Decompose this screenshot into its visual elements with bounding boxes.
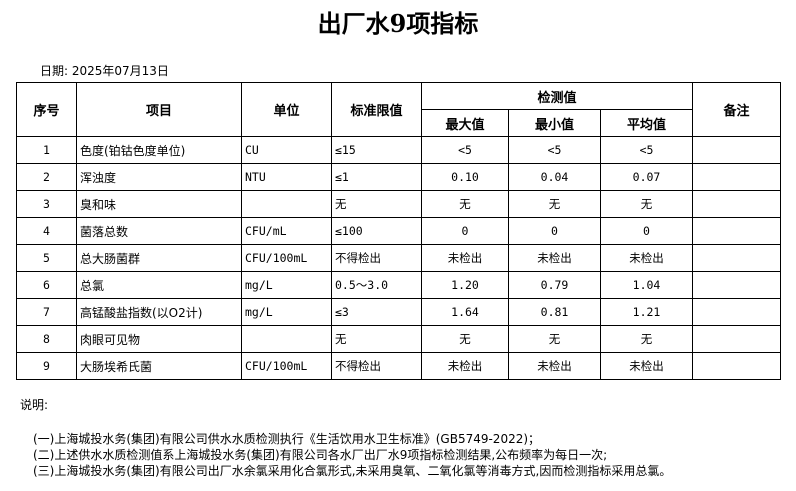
cell-remark (692, 190, 781, 218)
cell-remark (692, 325, 781, 353)
table-row: 5 总大肠菌群 CFU/100mL 不得检出 未检出 未检出 未检出 (16, 244, 781, 272)
cell-limit: 不得检出 (331, 352, 422, 380)
cell-unit: CU (241, 136, 332, 164)
cell-item: 浑浊度 (76, 163, 242, 191)
cell-avg: 0 (600, 217, 693, 245)
cell-unit (241, 325, 332, 353)
cell-avg: <5 (600, 136, 693, 164)
note-item: (一)上海城投水务(集团)有限公司供水水质检测执行《生活饮用水卫生标准》(GB5… (33, 432, 541, 446)
table-row: 6 总氯 mg/L 0.5～3.0 1.20 0.79 1.04 (16, 271, 781, 299)
cell-avg: 未检出 (600, 244, 693, 272)
table-row: 9 大肠埃希氏菌 CFU/100mL 不得检出 未检出 未检出 未检出 (16, 352, 781, 380)
cell-unit (241, 190, 332, 218)
header-no: 序号 (16, 82, 77, 137)
cell-no: 3 (16, 190, 77, 218)
header-limit: 标准限值 (331, 82, 422, 137)
cell-remark (692, 352, 781, 380)
water-quality-table: 序号 项目 单位 标准限值 检测值 备注 最大值 最小值 平均值 1 色度(铂钴色… (16, 82, 781, 380)
cell-no: 6 (16, 271, 77, 299)
header-item: 项目 (76, 82, 242, 137)
table-row: 4 菌落总数 CFU/mL ≤100 0 0 0 (16, 217, 781, 245)
cell-limit: ≤3 (331, 298, 422, 326)
cell-min: 0 (508, 217, 601, 245)
cell-no: 1 (16, 136, 77, 164)
cell-avg: 无 (600, 325, 693, 353)
header-measured: 检测值 (421, 82, 693, 110)
cell-limit: ≤15 (331, 136, 422, 164)
table-row: 3 臭和味无无无无 (16, 190, 781, 218)
cell-limit: 无 (331, 325, 422, 353)
note-item: (三)上海城投水务(集团)有限公司出厂水余氯采用化合氯形式,未采用臭氧、二氧化氯… (33, 464, 672, 478)
cell-no: 4 (16, 217, 77, 245)
cell-min: 无 (508, 325, 601, 353)
cell-item: 总大肠菌群 (76, 244, 242, 272)
cell-no: 2 (16, 163, 77, 191)
cell-remark (692, 271, 781, 299)
cell-limit: ≤100 (331, 217, 422, 245)
cell-limit: 0.5～3.0 (331, 271, 422, 299)
cell-max: 无 (421, 325, 509, 353)
cell-max: <5 (421, 136, 509, 164)
cell-max: 未检出 (421, 352, 509, 380)
cell-no: 5 (16, 244, 77, 272)
table-row: 2 浑浊度 NTU ≤1 0.10 0.04 0.07 (16, 163, 781, 191)
cell-unit: NTU (241, 163, 332, 191)
notes: 说明: (一)上海城投水务(集团)有限公司供水水质检测执行《生活饮用水卫生标准》… (20, 396, 671, 479)
cell-min: 0.81 (508, 298, 601, 326)
cell-remark (692, 217, 781, 245)
cell-limit: 不得检出 (331, 244, 422, 272)
page-title: 出厂水9项指标 (317, 9, 479, 38)
header-min: 最小值 (508, 109, 601, 137)
table-row: 7 高锰酸盐指数(以O2计) mg/L ≤3 1.64 0.81 1.21 (16, 298, 781, 326)
cell-remark (692, 298, 781, 326)
cell-item: 菌落总数 (76, 217, 242, 245)
table-row: 1 色度(铂钴色度单位) CU ≤15 <5 <5 <5 (16, 136, 781, 164)
cell-no: 9 (16, 352, 77, 380)
cell-limit: 无 (331, 190, 422, 218)
cell-min: 0.04 (508, 163, 601, 191)
cell-min: 未检出 (508, 352, 601, 380)
cell-item: 大肠埃希氏菌 (76, 352, 242, 380)
cell-remark (692, 163, 781, 191)
cell-remark (692, 136, 781, 164)
header-remark: 备注 (692, 82, 781, 137)
cell-no: 8 (16, 325, 77, 353)
cell-avg: 0.07 (600, 163, 693, 191)
cell-remark (692, 244, 781, 272)
cell-no: 7 (16, 298, 77, 326)
cell-avg: 1.04 (600, 271, 693, 299)
cell-unit: CFU/100mL (241, 244, 332, 272)
cell-max: 1.64 (421, 298, 509, 326)
cell-unit: mg/L (241, 271, 332, 299)
header-max: 最大值 (421, 109, 509, 137)
cell-item: 臭和味 (76, 190, 242, 218)
report-date: 日期: 2025年07月13日 (40, 64, 169, 78)
cell-max: 0 (421, 217, 509, 245)
cell-item: 肉眼可见物 (76, 325, 242, 353)
cell-max: 无 (421, 190, 509, 218)
header-avg: 平均值 (600, 109, 693, 137)
cell-max: 0.10 (421, 163, 509, 191)
table-row: 8 肉眼可见物无无无无 (16, 325, 781, 353)
cell-max: 1.20 (421, 271, 509, 299)
cell-avg: 未检出 (600, 352, 693, 380)
cell-unit: mg/L (241, 298, 332, 326)
header-unit: 单位 (241, 82, 332, 137)
cell-unit: CFU/100mL (241, 352, 332, 380)
cell-unit: CFU/mL (241, 217, 332, 245)
cell-item: 色度(铂钴色度单位) (76, 136, 242, 164)
cell-min: <5 (508, 136, 601, 164)
cell-min: 无 (508, 190, 601, 218)
notes-label: 说明: (20, 398, 49, 412)
cell-avg: 无 (600, 190, 693, 218)
cell-min: 未检出 (508, 244, 601, 272)
cell-limit: ≤1 (331, 163, 422, 191)
note-item: (二)上述供水水质检测值系上海城投水务(集团)有限公司各水厂出厂水9项指标检测结… (33, 448, 608, 462)
cell-max: 未检出 (421, 244, 509, 272)
cell-avg: 1.21 (600, 298, 693, 326)
cell-item: 总氯 (76, 271, 242, 299)
cell-min: 0.79 (508, 271, 601, 299)
cell-item: 高锰酸盐指数(以O2计) (76, 298, 242, 326)
